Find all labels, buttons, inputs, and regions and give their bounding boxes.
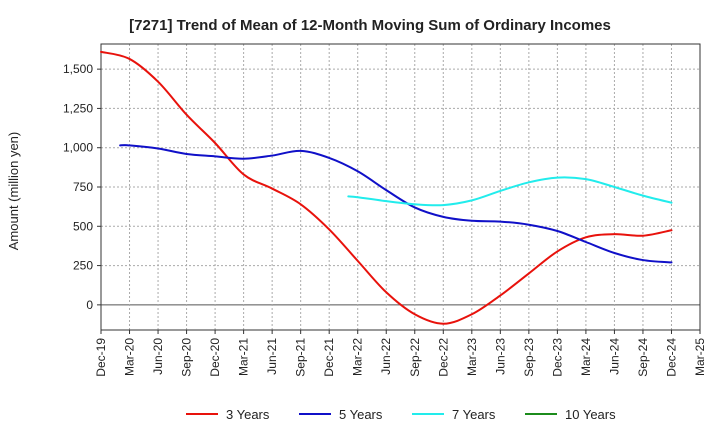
x-tick-label: Jun-22 [379, 338, 393, 375]
x-tick-label: Sep-21 [294, 338, 308, 377]
x-tick-label: Jun-24 [607, 338, 621, 375]
y-tick-label: 0 [86, 298, 93, 312]
x-tick-label: Jun-21 [265, 338, 279, 375]
y-tick-label: 1,500 [63, 62, 93, 76]
chart-title: [7271] Trend of Mean of 12-Month Moving … [129, 17, 611, 34]
y-tick-label: 1,000 [63, 141, 93, 155]
x-tick-label: Dec-21 [322, 338, 336, 377]
legend: 3 Years 5 Years 7 Years 10 Years [186, 407, 616, 422]
y-tick-label: 1,250 [63, 101, 93, 115]
x-tick-label: Dec-23 [550, 338, 564, 377]
x-tick-label: Sep-23 [522, 338, 536, 377]
x-tick-label: Mar-21 [237, 338, 251, 376]
x-tick-label: Jun-23 [493, 338, 507, 375]
y-axis-label: Amount (million yen) [6, 132, 21, 251]
y-tick-label: 500 [73, 219, 93, 233]
x-tick-label: Mar-22 [351, 338, 365, 376]
series-lines [100, 50, 673, 325]
x-tick-label: Sep-22 [408, 338, 422, 377]
x-tick-label: Dec-22 [436, 338, 450, 377]
legend-label-10-years: 10 Years [565, 407, 616, 422]
x-tick-label: Dec-24 [664, 338, 678, 377]
x-tick-label: Mar-20 [123, 338, 137, 376]
series-line-7-years [347, 176, 673, 207]
legend-label-5-years: 5 Years [339, 407, 383, 422]
series-line-3-years [100, 50, 673, 325]
x-tick-label: Mar-23 [465, 338, 479, 376]
grid-lines [101, 44, 700, 330]
x-tick-label: Sep-20 [180, 338, 194, 377]
x-tick-label: Dec-20 [208, 338, 222, 377]
x-tick-label: Sep-24 [636, 338, 650, 377]
axes: 0 250 500 750 1,000 1,250 1,500 Dec-19 Mar-20 Jun… [63, 43, 707, 377]
legend-label-7-years: 7 Years [452, 407, 496, 422]
x-tick-label: Mar-24 [579, 338, 593, 376]
legend-label-3-years: 3 Years [226, 407, 270, 422]
y-tick-label: 250 [73, 259, 93, 273]
x-tick-label: Dec-19 [94, 338, 108, 377]
series-line-5-years [119, 144, 673, 264]
x-tick-label: Jun-20 [151, 338, 165, 375]
x-tick-label: Mar-25 [693, 338, 707, 376]
y-tick-label: 750 [73, 180, 93, 194]
